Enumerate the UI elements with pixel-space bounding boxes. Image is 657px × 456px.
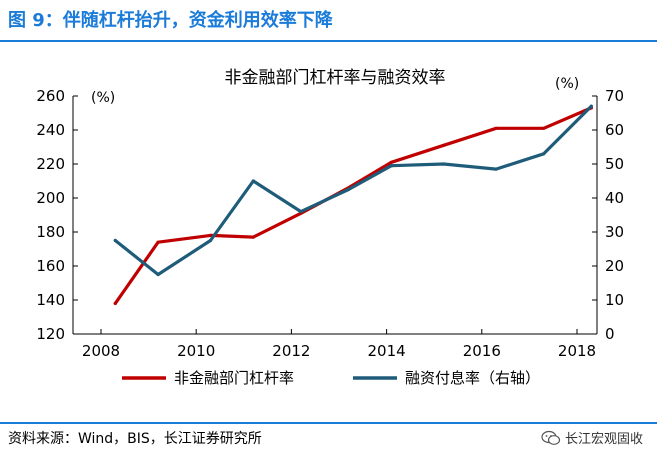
- financing-rate-point: [494, 167, 498, 171]
- financing-rate-point: [113, 238, 117, 243]
- leverage-point: [494, 126, 498, 130]
- x-tick-label: 2008: [82, 342, 120, 360]
- wechat-icon: [541, 430, 561, 445]
- chart-title: 非金融部门杠杆率与融资效率: [225, 68, 446, 88]
- watermark-text: 长江宏观固收: [564, 432, 643, 447]
- legend-label-leverage: 非金融部门杠杆率: [174, 369, 294, 387]
- leverage-point: [113, 301, 117, 305]
- financing-rate-point: [299, 210, 303, 214]
- financing-rate-point: [251, 179, 255, 183]
- financing-rate-point: [389, 164, 393, 168]
- x-tick-label: 2016: [463, 342, 501, 360]
- left-tick-label: 260: [36, 87, 65, 105]
- financing-rate-point: [589, 104, 593, 108]
- left-axis-unit: (%): [91, 90, 115, 106]
- financing-rate-point: [442, 162, 446, 166]
- leverage-point: [251, 235, 255, 239]
- axes: 120 140 160 180 200 220 240 260 0 10 20 30 40 50 60 70 2…: [36, 76, 624, 360]
- bottom-rule: [0, 422, 657, 424]
- figure-title: 图 9：伴随杠杆抬升，资金利用效率下降: [8, 10, 333, 31]
- line-chart: 非金融部门杠杆率与融资效率 12014016018020022024026001…: [36, 68, 624, 387]
- left-tick-label: 140: [36, 291, 65, 309]
- top-rule: [0, 40, 657, 42]
- x-tick-label: 2010: [177, 342, 215, 360]
- watermark: 长江宏观固收: [541, 428, 643, 447]
- right-tick-label: 10: [605, 291, 624, 309]
- right-tick-label: 40: [605, 189, 624, 207]
- legend: 非金融部门杠杆率 融资付息率（右轴）: [122, 369, 540, 387]
- left-tick-label: 220: [36, 155, 65, 173]
- series-layer: [113, 104, 593, 305]
- x-tick-label: 2014: [368, 342, 406, 360]
- source-note: 资料来源：Wind，BIS，长江证券研究所: [8, 431, 262, 447]
- financing-rate-point: [346, 187, 351, 192]
- left-tick-label: 160: [36, 257, 65, 275]
- right-tick-label: 30: [605, 223, 624, 241]
- leverage-point: [156, 240, 160, 244]
- financing-rate-point: [156, 272, 160, 277]
- right-tick-label: 20: [605, 257, 624, 275]
- left-tick-label: 180: [36, 223, 65, 241]
- left-tick-label: 120: [36, 325, 65, 343]
- right-tick-label: 60: [605, 121, 624, 139]
- right-axis-unit: (%): [555, 76, 579, 92]
- series-line-leverage: [113, 106, 593, 305]
- leverage-point: [542, 126, 546, 130]
- right-tick-label: 70: [605, 87, 624, 105]
- x-tick-label: 2012: [272, 342, 310, 360]
- legend-label-financing-rate: 融资付息率（右轴）: [405, 369, 540, 387]
- financing-rate-point: [208, 238, 213, 243]
- leverage-point: [389, 160, 393, 164]
- left-tick-label: 200: [36, 189, 65, 207]
- right-tick-label: 0: [605, 325, 615, 343]
- leverage-point: [442, 143, 446, 147]
- right-tick-label: 50: [605, 155, 624, 173]
- left-tick-label: 240: [36, 121, 65, 139]
- series-line-financing-rate: [113, 104, 593, 277]
- leverage-point: [208, 233, 213, 237]
- financing-rate-point: [542, 152, 546, 156]
- x-tick-label: 2018: [558, 342, 596, 360]
